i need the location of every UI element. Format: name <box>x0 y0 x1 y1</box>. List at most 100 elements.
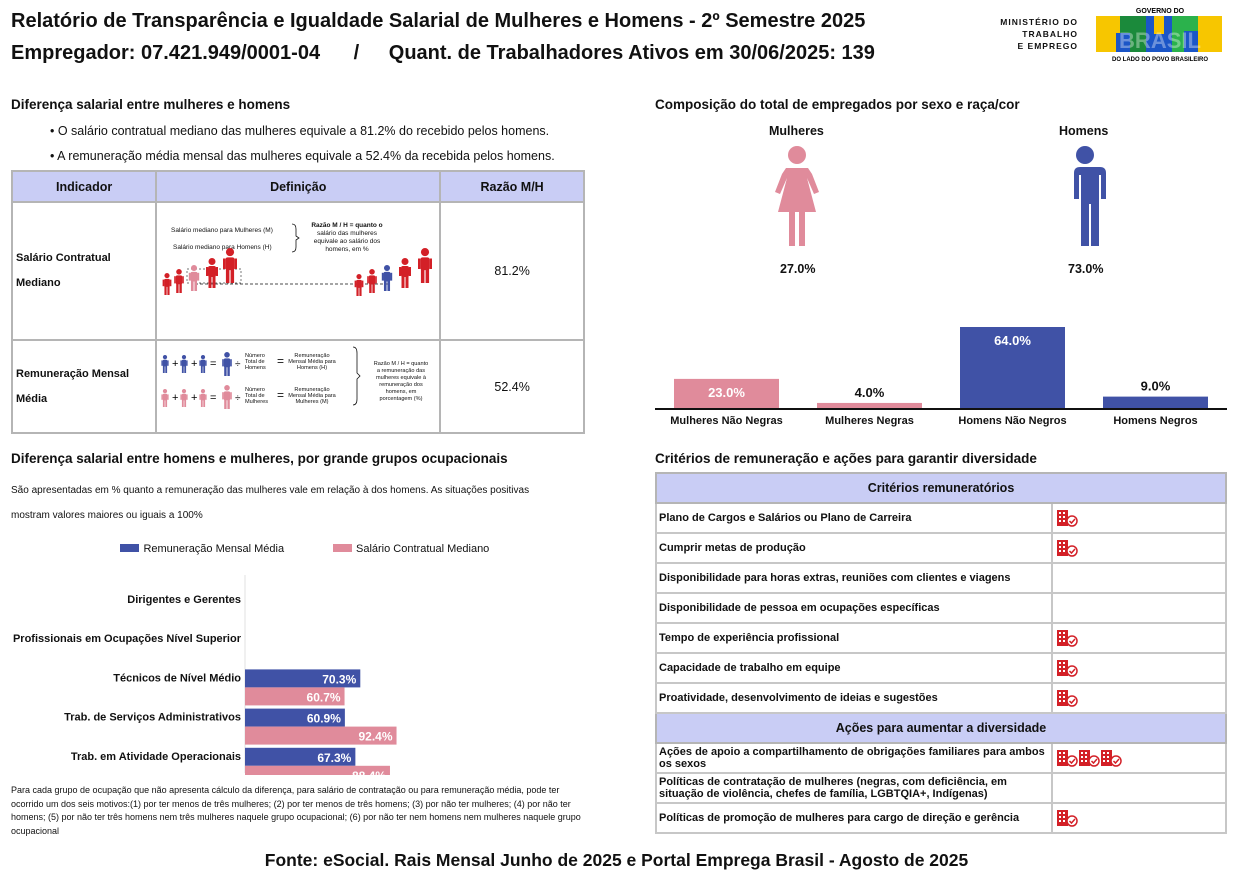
indicator-label: Salário Contratual Mediano <box>10 201 158 341</box>
occupation-bar <box>245 669 361 688</box>
composition-category-label: Mulheres Negras <box>825 415 914 427</box>
criteria-icons <box>1051 562 1227 594</box>
avg-pay-diagram: + + + + = = ÷ ÷ Número Total de Homens = Remune… <box>161 346 429 409</box>
man-icon <box>161 355 169 373</box>
salary-gap-bullet-1: • O salário contratual mediano das mulhe… <box>50 124 550 138</box>
woman-icon <box>199 389 207 407</box>
svg-text:equivale ao salário dos: equivale ao salário dos <box>314 238 381 245</box>
criteria-row: Tempo de experiência profissional <box>655 622 1227 654</box>
chart-legend: Remuneração Mensal Média Salário Contrat… <box>120 539 489 557</box>
col-indicator: Indicador <box>10 170 158 203</box>
occupation-category-label: Trab. em Atividade Operacionais <box>71 751 241 763</box>
man-icon <box>199 355 207 373</box>
svg-text:Total de: Total de <box>245 393 265 399</box>
criteria-label: Capacidade de trabalho em equipe <box>655 652 1053 684</box>
diversity-header-label: Ações para aumentar a diversidade <box>655 712 1227 744</box>
criteria-label: Ações de apoio a compartilhamento de obr… <box>655 742 1053 774</box>
operator-sign: + <box>172 392 178 404</box>
criteria-icons <box>1051 772 1227 804</box>
composition-bar <box>1103 396 1208 408</box>
svg-text:=: = <box>277 354 284 368</box>
active-workers: Quant. de Trabalhadores Ativos em 30/06/… <box>388 42 875 64</box>
composition-category-label: Mulheres Não Negras <box>670 415 782 427</box>
building-check-icon <box>1101 750 1122 767</box>
salary-gap-title: Diferença salarial entre mulheres e home… <box>11 97 291 112</box>
criteria-row: Proatividade, desenvolvimento de ideias … <box>655 682 1227 714</box>
svg-text:Salário mediano para Homens (H: Salário mediano para Homens (H) <box>173 244 272 251</box>
criteria-row: Disponibilidade para horas extras, reuni… <box>655 562 1227 594</box>
indicator-table: Indicador Definição Razão M/H Salário Co… <box>10 170 585 434</box>
svg-text:Homens: Homens <box>245 365 266 371</box>
composition-bar <box>674 378 779 408</box>
salary-gap-bullet-2: • A remuneração média mensal das mulhere… <box>50 149 555 163</box>
criteria-label: Disponibilidade para horas extras, reuni… <box>655 562 1053 594</box>
svg-text:Remuneração: Remuneração <box>295 353 330 359</box>
person-icon <box>399 258 412 288</box>
occupation-bar <box>245 687 345 706</box>
women-percentage: 27.0% <box>780 262 816 276</box>
occupation-bar <box>245 765 390 775</box>
criteria-icons <box>1051 682 1227 714</box>
criteria-title: Critérios de remuneração e ações para ga… <box>655 451 1037 466</box>
col-ratio: Razão M/H <box>439 170 585 203</box>
criteria-icons <box>1051 622 1227 654</box>
operator-sign: = <box>210 358 216 370</box>
occupation-bar-label: 88.4% <box>352 769 386 775</box>
criteria-icons <box>1051 802 1227 834</box>
composition-title: Composição do total de empregados por se… <box>655 97 1020 112</box>
occupation-category-label: Técnicos de Nível Médio <box>113 672 241 684</box>
composition-value-label: 23.0% <box>708 385 745 400</box>
composition-category-label: Homens Não Negros <box>958 415 1066 427</box>
occupation-description: São apresentadas em % quanto a remuneraç… <box>11 478 529 528</box>
report-title: Relatório de Transparência e Igualdade S… <box>11 10 866 32</box>
ratio-median: 81.2% <box>439 201 585 341</box>
woman-icon <box>161 389 169 407</box>
diversity-header: Ações para aumentar a diversidade <box>655 712 1227 744</box>
person-icon <box>382 265 393 291</box>
criteria-row: Políticas de promoção de mulheres para c… <box>655 802 1227 834</box>
separator: / <box>353 42 360 64</box>
building-check-icon <box>1079 750 1100 767</box>
men-percentage: 73.0% <box>1068 262 1104 276</box>
svg-text:Mulheres: Mulheres <box>245 399 268 405</box>
women-caption: Mulheres <box>769 124 824 138</box>
woman-icon <box>180 389 188 407</box>
svg-text:Remuneração: Remuneração <box>295 387 330 393</box>
ministry-line-1: MINISTÉRIO DO <box>1000 17 1078 27</box>
definition-diagram-average: + + + + = = ÷ ÷ Número Total de Homens = Remune… <box>155 339 442 434</box>
svg-text:BRASIL: BRASIL <box>1119 28 1201 53</box>
criteria-header: Critérios remuneratórios <box>655 472 1227 504</box>
report-subtitle: Empregador: 07.421.949/0001-04 / Quant. … <box>11 42 875 65</box>
man-figure-icon <box>1070 146 1106 246</box>
building-check-icon <box>1057 750 1078 767</box>
criteria-label: Tempo de experiência profissional <box>655 622 1053 654</box>
svg-text:a remuneração das: a remuneração das <box>377 368 425 374</box>
criteria-row: Cumprir metas de produção <box>655 532 1227 564</box>
criteria-row: Disponibilidade de pessoa em ocupações e… <box>655 592 1227 624</box>
occupation-title: Diferença salarial entre homens e mulher… <box>11 451 508 466</box>
operator-sign: + <box>191 358 197 370</box>
criteria-icons <box>1051 502 1227 534</box>
building-check-icon <box>1057 690 1078 707</box>
median-salary-diagram: Salário mediano para Mulheres (M) Salári… <box>162 222 433 296</box>
indicator-label-line-1: Remuneração Mensal <box>16 367 130 380</box>
ministry-logo: MINISTÉRIO DO TRABALHO E EMPREGO <box>984 16 1078 52</box>
criteria-icons <box>1051 532 1227 564</box>
svg-text:Número: Número <box>245 353 265 359</box>
criteria-header-label: Critérios remuneratórios <box>655 472 1227 504</box>
svg-text:remuneração dos: remuneração dos <box>379 382 423 388</box>
woman-figure-icon <box>775 146 819 246</box>
svg-text:Mensal Média para: Mensal Média para <box>288 359 336 365</box>
svg-text:Número: Número <box>245 387 265 393</box>
occupation-category-label: Trab. de Serviços Administrativos <box>64 712 241 724</box>
building-check-icon <box>1057 630 1078 647</box>
occupation-category-label: Dirigentes e Gerentes <box>127 594 241 606</box>
criteria-row: Ações de apoio a compartilhamento de obr… <box>655 742 1227 774</box>
divide-sign: ÷ <box>235 359 241 370</box>
woman-icon <box>222 385 233 409</box>
svg-text:DO LADO DO POVO BRASILEIRO: DO LADO DO POVO BRASILEIRO <box>1112 57 1208 63</box>
building-check-icon <box>1057 540 1078 557</box>
svg-text:Mulheres (M): Mulheres (M) <box>296 399 329 405</box>
criteria-row: Políticas de contratação de mulheres (ne… <box>655 772 1227 804</box>
building-check-icon <box>1057 810 1078 827</box>
